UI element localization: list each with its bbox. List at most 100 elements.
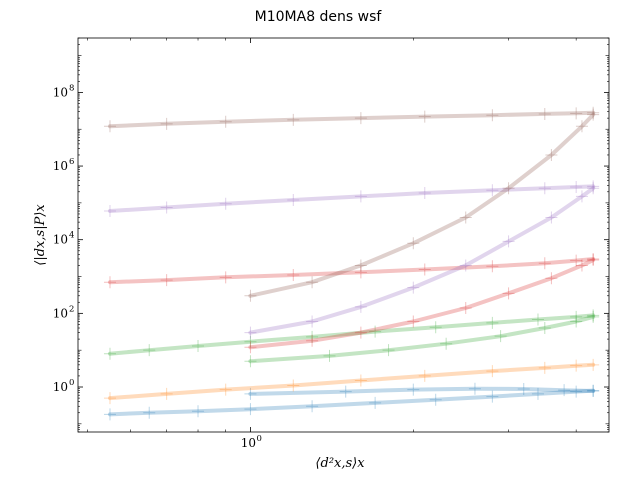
data-point <box>287 193 300 206</box>
data-point <box>103 276 116 289</box>
data-point <box>486 109 499 122</box>
data-point <box>306 400 319 413</box>
data-point <box>494 330 507 343</box>
data-point <box>306 276 319 289</box>
data-point <box>587 106 600 119</box>
y-tick-exponent: 6 <box>69 157 74 167</box>
data-point <box>575 259 588 272</box>
data-point <box>219 383 232 396</box>
data-point <box>219 115 232 128</box>
series-line <box>108 313 596 356</box>
series-7 <box>103 180 600 218</box>
series-line <box>248 258 596 350</box>
x-tick-exponent: 0 <box>256 434 261 444</box>
series-line <box>108 388 596 417</box>
series-line <box>248 112 596 298</box>
data-point <box>160 387 173 400</box>
data-point <box>407 315 420 328</box>
data-point <box>219 197 232 210</box>
data-point <box>538 361 551 374</box>
data-point <box>587 384 600 397</box>
data-point <box>587 309 600 322</box>
data-point <box>486 365 499 378</box>
data-point <box>570 107 583 120</box>
data-point <box>323 349 336 362</box>
data-point <box>587 310 600 323</box>
data-point <box>517 383 530 396</box>
data-point <box>587 384 600 397</box>
data-point <box>407 281 420 294</box>
data-point <box>570 315 583 328</box>
series-6 <box>244 254 600 354</box>
data-point <box>244 403 257 416</box>
data-point <box>369 396 382 409</box>
series-line <box>108 184 596 213</box>
data-point <box>103 392 116 405</box>
data-point <box>486 260 499 273</box>
y-tick-exponent: 0 <box>69 378 74 388</box>
data-point <box>160 201 173 214</box>
y-tick-exponent: 4 <box>69 231 74 241</box>
data-point <box>103 408 116 421</box>
data-point <box>382 344 395 357</box>
data-point <box>418 263 431 276</box>
data-point <box>468 382 481 395</box>
y-tick-label: 10 <box>53 233 68 247</box>
data-point <box>244 355 257 368</box>
data-point <box>570 310 583 323</box>
data-point <box>418 110 431 123</box>
data-point <box>407 383 420 396</box>
series-line <box>248 386 596 396</box>
data-point <box>418 369 431 382</box>
y-tick-label: 10 <box>53 306 68 320</box>
data-point <box>587 182 600 195</box>
data-point <box>354 266 367 279</box>
data-point <box>429 393 442 406</box>
data-point <box>306 315 319 328</box>
series-9 <box>103 106 600 133</box>
data-point <box>587 358 600 371</box>
plot-frame <box>77 37 610 433</box>
data-point <box>570 180 583 193</box>
chart-title: M10MA8 dens wsf <box>255 9 383 25</box>
data-point <box>459 301 472 314</box>
data-point <box>192 339 205 352</box>
data-point <box>486 316 499 329</box>
series-3 <box>103 309 600 360</box>
data-point <box>538 257 551 270</box>
data-point <box>354 259 367 272</box>
series-0 <box>103 384 600 421</box>
y-tick-label: 10 <box>53 159 68 173</box>
series-line <box>108 257 596 285</box>
data-point <box>354 374 367 387</box>
series-line <box>248 186 596 335</box>
x-axis-label: ⟨d²x,s⟩x <box>315 456 365 471</box>
data-point <box>429 321 442 334</box>
data-point <box>486 184 499 197</box>
data-point <box>587 254 600 267</box>
data-point <box>545 211 558 224</box>
series-4 <box>244 310 600 368</box>
data-point <box>531 387 544 400</box>
data-point <box>440 337 453 350</box>
data-point <box>545 272 558 285</box>
data-point <box>575 120 588 133</box>
y-tick-label: 10 <box>53 85 68 99</box>
data-point <box>369 325 382 338</box>
plot-marks <box>103 106 600 421</box>
data-point <box>570 385 583 398</box>
data-point <box>575 190 588 203</box>
data-point <box>354 190 367 203</box>
data-point <box>531 313 544 326</box>
data-point <box>407 237 420 250</box>
data-point <box>306 334 319 347</box>
data-point <box>103 347 116 360</box>
series-5 <box>103 252 600 289</box>
data-point <box>103 120 116 133</box>
series-8 <box>244 182 600 339</box>
data-point <box>587 108 600 121</box>
data-point <box>502 287 515 300</box>
data-point <box>306 330 319 343</box>
